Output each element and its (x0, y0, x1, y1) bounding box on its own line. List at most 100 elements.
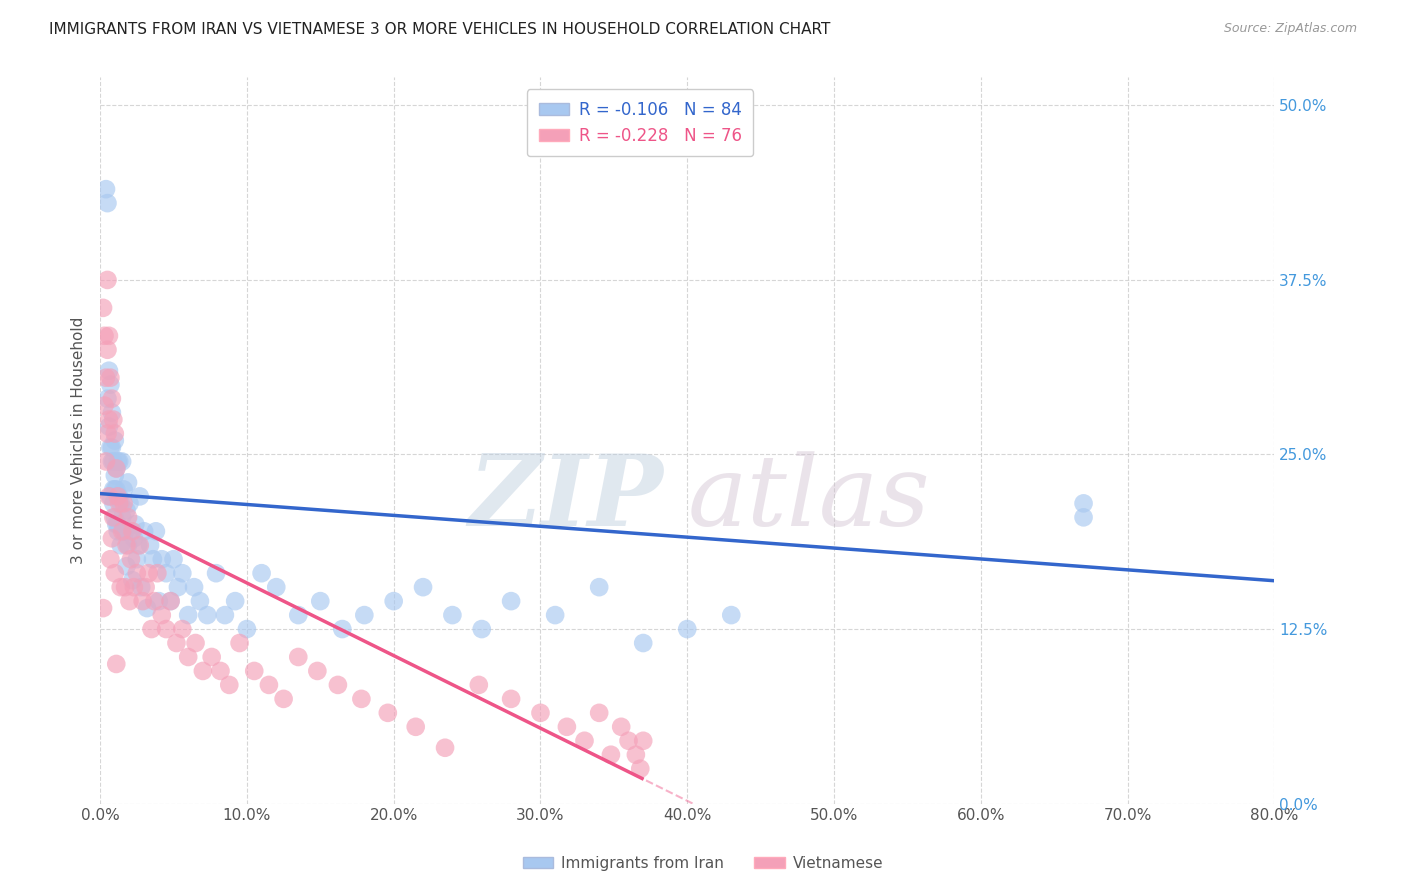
Point (191, 664, 214, 678)
Point (471, 622, 494, 636)
Point (243, 664, 266, 678)
Point (631, 733, 654, 747)
Point (114, 524, 136, 539)
Point (125, 552, 148, 566)
Point (91, 601, 114, 615)
Point (631, 636, 654, 650)
Point (103, 483, 125, 497)
Point (115, 538, 138, 552)
Point (105, 517, 128, 532)
Point (96, 426, 118, 441)
Point (117, 510, 139, 524)
Point (96, 392, 118, 406)
Point (287, 608, 309, 623)
Point (159, 594, 181, 608)
Point (177, 608, 200, 623)
Point (108, 454, 131, 468)
Point (350, 691, 373, 706)
Point (218, 678, 240, 692)
Point (100, 377, 122, 392)
Point (441, 608, 464, 623)
Point (105, 461, 128, 475)
Point (103, 496, 125, 510)
Point (172, 566, 194, 581)
Point (468, 678, 491, 692)
Point (122, 580, 145, 594)
Point (97, 489, 120, 503)
Legend: R = -0.106   N = 84, R = -0.228   N = 76: R = -0.106 N = 84, R = -0.228 N = 76 (527, 89, 754, 156)
Point (555, 720, 578, 734)
Point (93, 328, 115, 343)
Point (141, 622, 163, 636)
Point (111, 454, 134, 468)
Y-axis label: 3 or more Vehicles in Household: 3 or more Vehicles in Household (72, 317, 86, 565)
Point (121, 524, 143, 539)
Point (159, 594, 181, 608)
Point (610, 720, 633, 734)
Point (112, 496, 135, 510)
Point (224, 594, 246, 608)
Point (117, 475, 139, 490)
Point (103, 412, 125, 426)
Point (257, 678, 280, 692)
Point (124, 517, 146, 532)
Point (138, 566, 160, 581)
Point (94, 454, 117, 468)
Point (122, 531, 145, 545)
Point (600, 747, 623, 762)
Point (104, 483, 127, 497)
Point (617, 733, 640, 747)
Point (195, 608, 218, 623)
Point (628, 762, 651, 776)
Point (96, 343, 118, 357)
Point (100, 370, 122, 384)
Point (405, 720, 427, 734)
Point (103, 510, 125, 524)
Point (501, 594, 523, 608)
Point (162, 552, 184, 566)
Point (136, 601, 159, 615)
Point (307, 664, 329, 678)
Point (205, 566, 228, 581)
Point (118, 594, 141, 608)
Point (1073, 496, 1095, 510)
Point (167, 580, 190, 594)
Point (588, 706, 610, 720)
Point (228, 636, 250, 650)
Point (104, 426, 127, 441)
Point (148, 594, 170, 608)
Point (434, 740, 457, 755)
Point (131, 594, 153, 608)
Point (108, 489, 131, 503)
Point (146, 566, 169, 581)
Point (112, 483, 135, 497)
Point (143, 594, 166, 608)
Point (676, 622, 699, 636)
Point (377, 706, 399, 720)
Point (97, 412, 120, 426)
Point (501, 691, 523, 706)
Point (96, 196, 118, 211)
Point (107, 489, 129, 503)
Point (139, 538, 162, 552)
Point (120, 552, 142, 566)
Point (155, 622, 177, 636)
Point (128, 538, 150, 552)
Point (125, 566, 148, 581)
Point (236, 622, 259, 636)
Point (127, 538, 149, 552)
Point (105, 483, 128, 497)
Point (101, 454, 124, 468)
Point (105, 657, 128, 671)
Point (111, 510, 134, 524)
Point (105, 461, 128, 475)
Point (110, 580, 132, 594)
Point (107, 454, 129, 468)
Point (201, 650, 224, 665)
Point (412, 580, 434, 594)
Point (135, 580, 157, 594)
Point (121, 573, 143, 587)
Point (118, 496, 141, 510)
Point (94, 182, 117, 196)
Point (112, 524, 135, 539)
